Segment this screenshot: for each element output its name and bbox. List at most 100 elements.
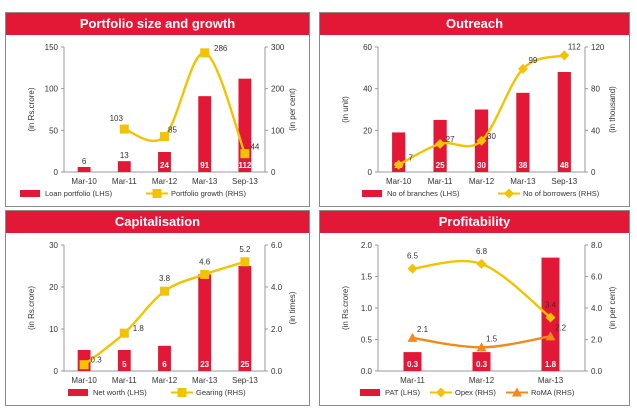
y2-tick-label: 4.0 — [591, 304, 603, 313]
legend-label: Loan portfolio (LHS) — [45, 189, 113, 198]
line-value-label: 6.5 — [407, 252, 419, 261]
y2-tick-label: 6.0 — [591, 273, 603, 282]
y2-tick-label: 300 — [271, 43, 285, 52]
chart-title: Capitalisation — [6, 211, 309, 233]
legend-label: No of borrowers (RHS) — [523, 189, 600, 198]
line-value-label: 85 — [168, 126, 177, 135]
bar-value-label: 13 — [120, 151, 129, 160]
line-value-label: 5.2 — [239, 245, 251, 254]
x-tick-label: Mar-12 — [469, 376, 495, 385]
line-marker — [407, 332, 418, 342]
y-tick-label: 0.0 — [361, 367, 373, 376]
y2-tick-label: 100 — [271, 126, 285, 135]
chart-panel-capitalisation: Capitalisation 0 10 20 30 0.0 2.0 4.0 6.0 (in Rs… — [5, 210, 310, 406]
bar-value-label: 6 — [82, 157, 87, 166]
y-tick-label: 100 — [45, 85, 59, 94]
line-marker — [119, 328, 129, 338]
x-tick-label: Mar-11 — [400, 376, 425, 385]
legend-label: RoMA (RHS) — [531, 388, 575, 397]
line-value-label: 6.8 — [476, 247, 488, 256]
x-tick-label: Mar-10 — [71, 177, 97, 186]
bar-value-label: 0.3 — [476, 360, 488, 369]
y2-tick-label: 6.0 — [271, 241, 283, 250]
x-tick-label: Mar-13 — [510, 177, 536, 186]
y-tick-label: 50 — [49, 126, 58, 135]
line-marker — [177, 388, 187, 397]
line-value-label: 99 — [528, 56, 537, 65]
series-line — [123, 51, 247, 155]
bar — [117, 161, 131, 172]
bar — [158, 152, 171, 172]
y2-tick-label: 120 — [591, 43, 605, 52]
x-tick-label: Mar-11 — [112, 177, 137, 186]
line-value-label: 44 — [250, 143, 259, 152]
chart-title: Profitability — [320, 211, 629, 233]
line-marker — [476, 342, 487, 352]
line-marker — [435, 138, 446, 149]
line-marker — [152, 189, 162, 198]
line-value-label: 2.1 — [417, 325, 429, 334]
line-marker — [240, 149, 250, 159]
x-tick-label: Mar-10 — [386, 177, 412, 186]
bar — [198, 96, 212, 172]
bar-value-label: 6 — [162, 360, 167, 369]
y2-tick-label: 40 — [591, 126, 600, 135]
y2-tick-label: 0.0 — [271, 367, 283, 376]
y-axis-title: (in unit) — [341, 96, 350, 123]
line-value-label: 27 — [446, 135, 455, 144]
x-tick-label: Mar-12 — [469, 177, 495, 186]
line-marker — [160, 132, 169, 142]
y-axis-title: (in Rs.crore) — [27, 286, 36, 330]
y-tick-label: 40 — [363, 85, 372, 94]
line-value-label: 2.2 — [555, 323, 567, 332]
legend-label: Portfolio growth (RHS) — [171, 189, 247, 198]
bar — [198, 274, 212, 371]
line-marker — [504, 188, 514, 199]
bar-value-label: 91 — [200, 161, 209, 170]
x-tick-label: Sep-13 — [232, 376, 258, 385]
y-tick-label: 60 — [363, 43, 372, 52]
bar — [516, 92, 530, 172]
line-value-label: 1.5 — [486, 334, 498, 343]
line-marker — [200, 48, 210, 58]
bar — [238, 78, 252, 172]
line-value-label: 286 — [214, 44, 228, 53]
bar-value-label: 38 — [518, 161, 527, 170]
legend-label: No of branches (LHS) — [387, 189, 460, 198]
legend-swatch — [68, 389, 88, 396]
chart-svg: 0 20 40 60 0 40 80 120 (in unit) (in thousand) Mar… — [341, 42, 617, 199]
y-tick-label: 0 — [368, 168, 373, 177]
chart-svg: 0.0 0.5 1.0 1.5 2.0 0.0 2.0 4.0 6.0 8.0 (in Rs.cro… — [341, 241, 617, 398]
line-marker — [436, 387, 446, 398]
line-value-label: 4.6 — [199, 257, 211, 266]
x-tick-label: Mar-12 — [152, 376, 178, 385]
y-axis-title: (in Rs.crore) — [27, 87, 36, 131]
line-marker — [393, 159, 404, 170]
bar — [158, 345, 171, 371]
y2-tick-label: 0.0 — [591, 367, 603, 376]
bar — [77, 167, 91, 172]
bar-value-label: 30 — [477, 161, 486, 170]
bar-value-label: 25 — [240, 360, 249, 369]
bar-value-label: 5 — [122, 360, 127, 369]
bar — [403, 352, 422, 371]
x-tick-label: Sep-13 — [232, 177, 258, 186]
chart-svg: 0 10 20 30 0.0 2.0 4.0 6.0 (in Rs.crore) (in time… — [27, 241, 297, 397]
legend-label: PAT (LHS) — [385, 388, 421, 397]
y2-tick-label: 0 — [271, 168, 276, 177]
legend-swatch — [360, 389, 380, 396]
x-tick-label: Mar-11 — [112, 376, 137, 385]
line-marker — [407, 263, 418, 274]
line-marker — [476, 135, 487, 146]
y-axis-title: (in Rs.crore) — [341, 286, 350, 330]
bar-value-label: 0.3 — [407, 360, 419, 369]
line-value-label: 112 — [568, 42, 581, 51]
x-tick-label: Mar-13 — [538, 376, 564, 385]
line-value-label: 7 — [408, 154, 413, 163]
legend-swatch — [20, 190, 40, 197]
x-tick-label: Mar-11 — [428, 177, 453, 186]
y-tick-label: 1.5 — [361, 273, 373, 282]
y2-tick-label: 8.0 — [591, 241, 603, 250]
bar-value-label: 112 — [238, 161, 251, 170]
line-marker — [476, 258, 487, 269]
